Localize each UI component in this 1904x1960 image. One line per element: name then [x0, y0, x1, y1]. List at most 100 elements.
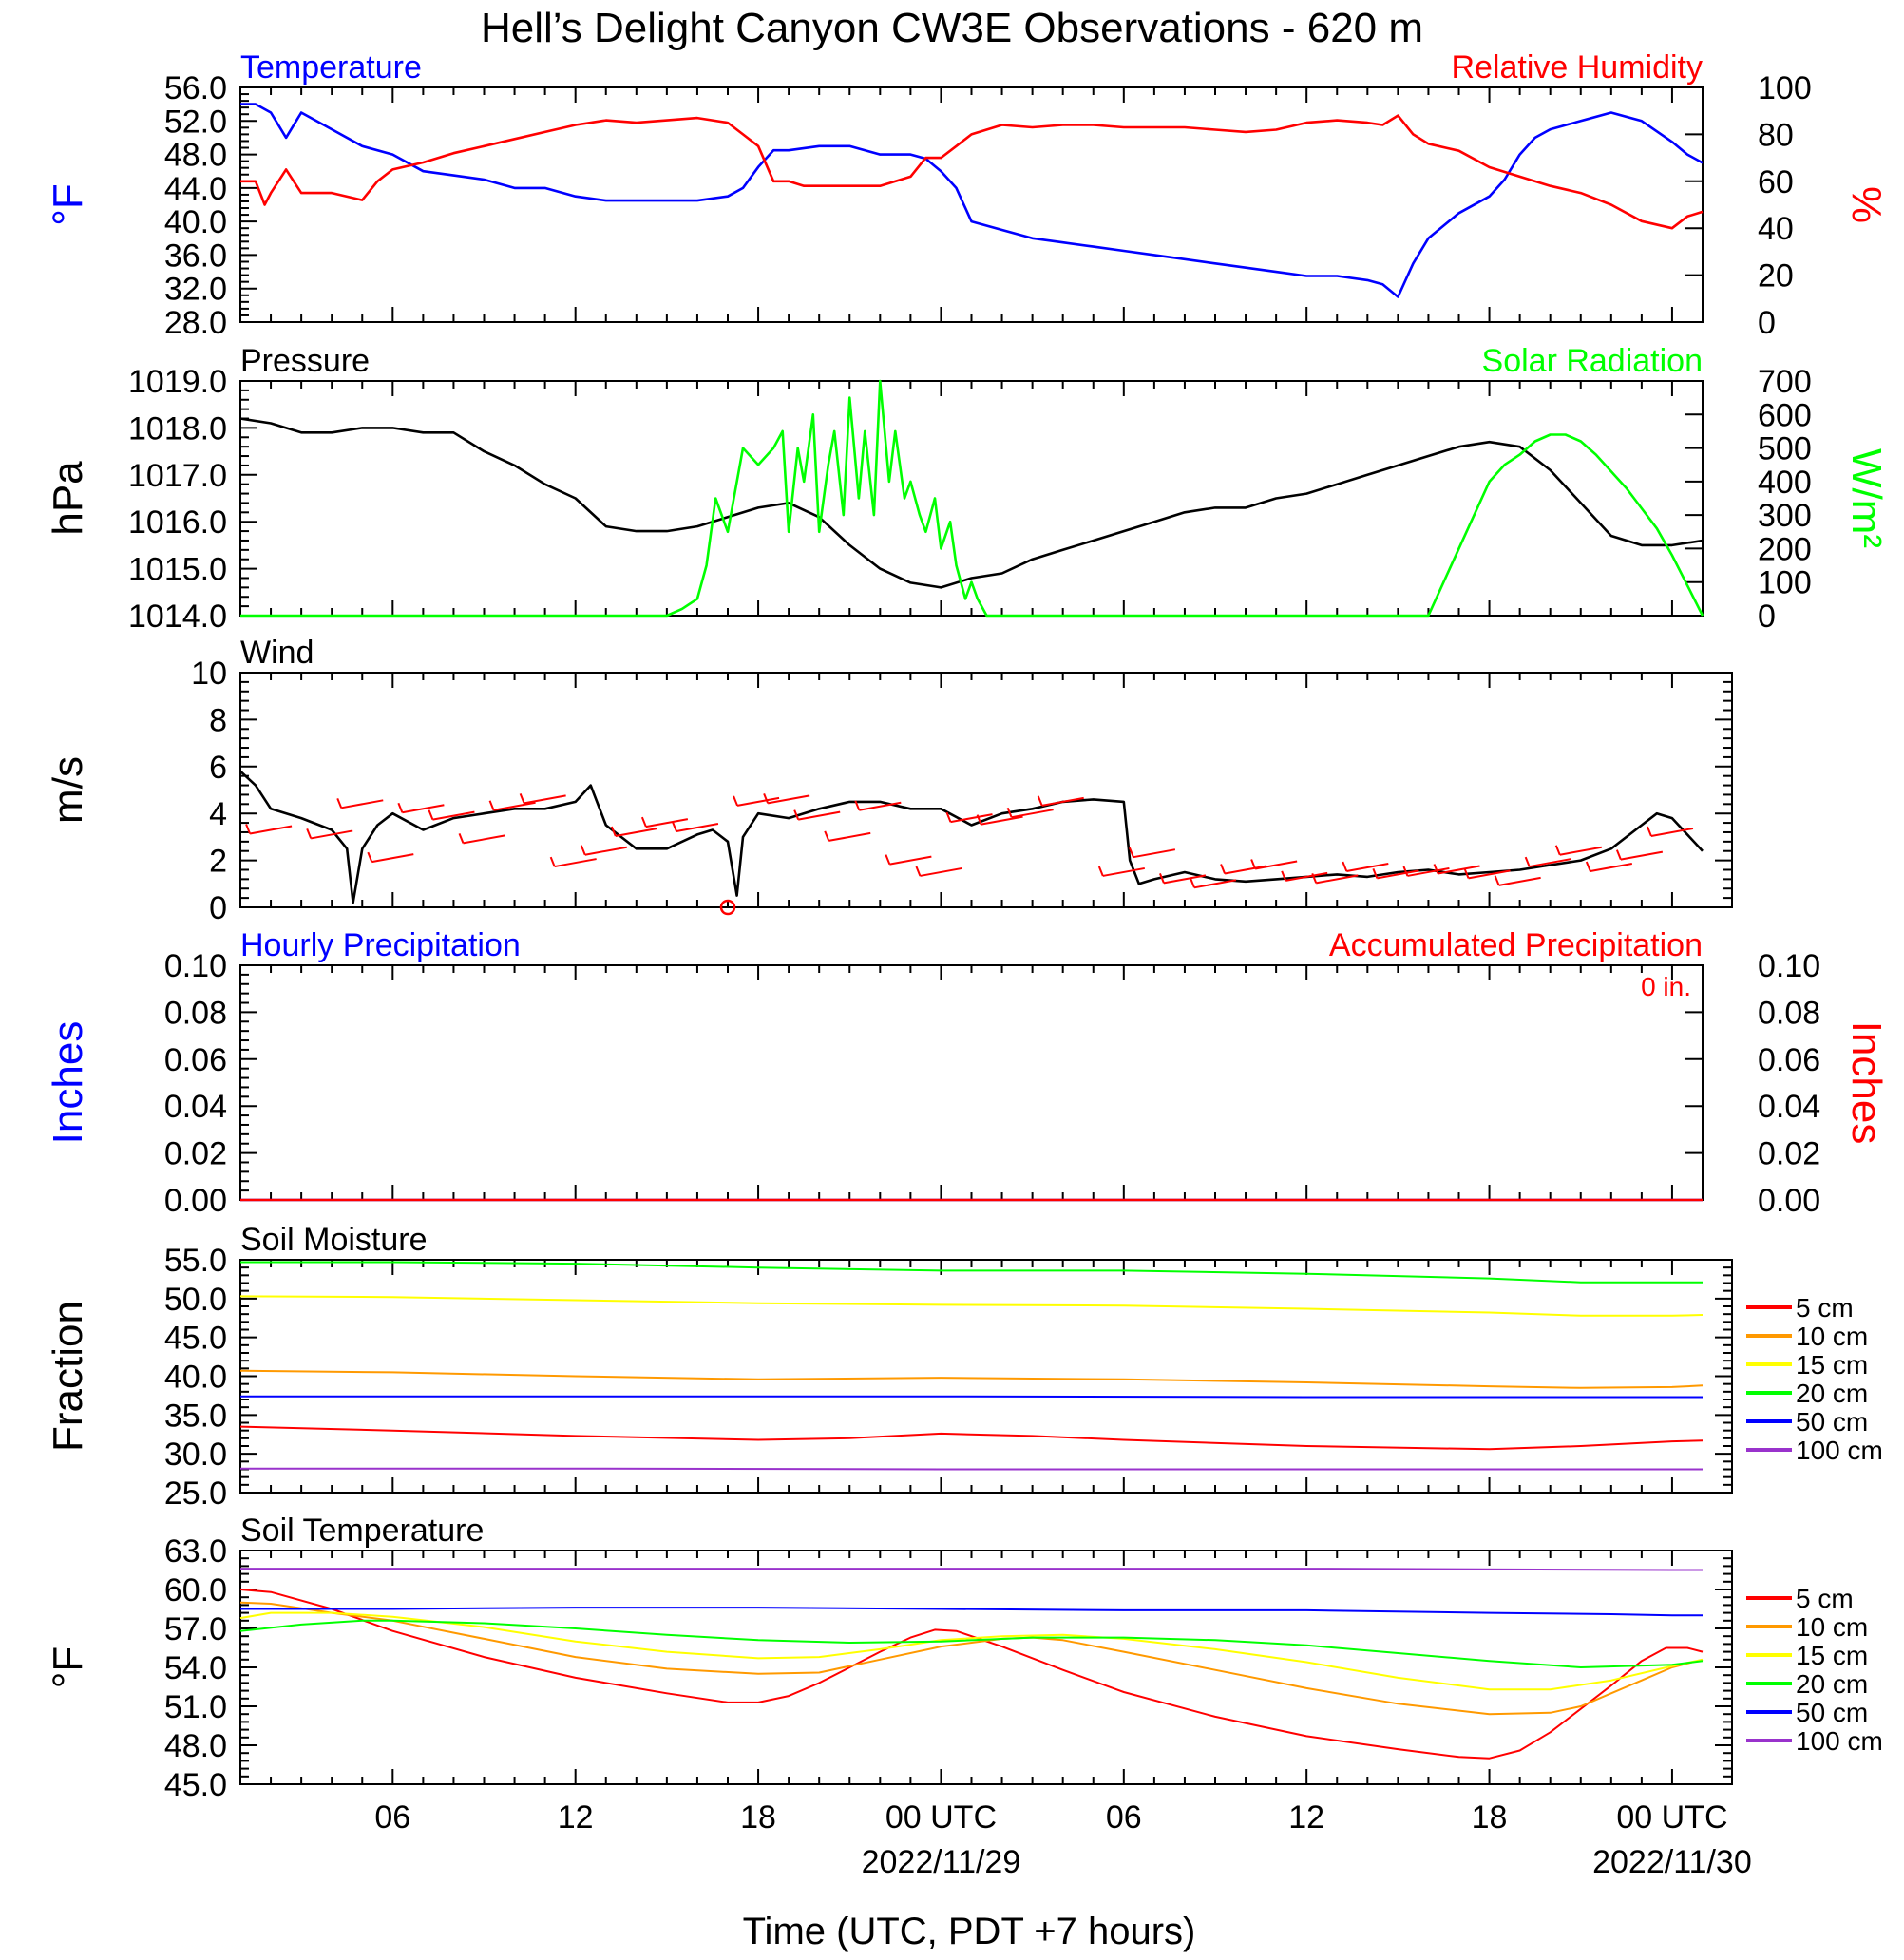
- y-tick-label-right: 100: [1758, 70, 1812, 106]
- y-tick-label-left: 0.08: [164, 995, 227, 1031]
- y-tick-label-left: 28.0: [164, 305, 227, 341]
- y-tick-label-left: 40.0: [164, 204, 227, 240]
- wind-barb: [645, 818, 689, 828]
- series-line-15-cm: [239, 1611, 1704, 1691]
- y-tick-label-left: 52.0: [164, 104, 227, 140]
- series-line-20-cm: [239, 1619, 1704, 1668]
- panel-title-left: Soil Moisture: [240, 1222, 428, 1258]
- panel-frame: [239, 672, 1733, 908]
- wind-barb: [1193, 879, 1237, 889]
- wind-barb: [463, 834, 505, 845]
- wind-barb: [1468, 869, 1511, 880]
- y-tick-label-right: 300: [1758, 498, 1812, 534]
- wind-barb-flag: [733, 795, 738, 807]
- y-tick-label-left: 32.0: [164, 272, 227, 308]
- wind-barb-flag: [915, 866, 922, 877]
- wind-barb-flag: [854, 800, 861, 811]
- legend-label: 100 cm: [1796, 1436, 1883, 1465]
- panel-pressure-solar: 1014.0 1015.0 1016.0 1017.0 1018.0 1019.0 0100…: [45, 343, 1890, 635]
- wind-barb-flag: [1311, 872, 1318, 884]
- wind-barb-flag: [1402, 866, 1409, 877]
- panel-title-left: Temperature: [240, 49, 422, 86]
- x-date-label: 2022/11/30: [1592, 1844, 1752, 1880]
- y-tick-label-left: 1017.0: [128, 458, 227, 494]
- x-axis-label: Time (UTC, PDT +7 hours): [743, 1911, 1196, 1952]
- wind-barb-flag: [1524, 856, 1531, 867]
- y-tick-label-left: 4: [209, 796, 227, 832]
- wind-barb-flag: [1615, 849, 1622, 861]
- wind-barb-flag: [1372, 868, 1379, 879]
- wind-barb: [1407, 866, 1450, 877]
- x-tick-label: 06: [1106, 1799, 1142, 1836]
- legend-label: 5 cm: [1796, 1293, 1854, 1323]
- x-tick-label: 12: [1288, 1799, 1324, 1836]
- legend-label: 20 cm: [1796, 1669, 1868, 1699]
- series-line-solar-radiation: [240, 379, 1704, 618]
- y-tick-label-left: 1015.0: [128, 552, 227, 588]
- wind-barb: [1590, 863, 1632, 872]
- y-tick-label-right: 0.04: [1758, 1089, 1820, 1125]
- wind-barb-flag: [1433, 864, 1439, 874]
- y-tick-label-right: 20: [1758, 258, 1794, 295]
- wind-barb-flag: [793, 809, 800, 821]
- wind-barb-flag: [763, 793, 770, 804]
- legend-label: 15 cm: [1796, 1641, 1868, 1670]
- y-tick-label-left: 1018.0: [128, 410, 227, 447]
- series-line-50-cm: [240, 1607, 1703, 1617]
- wind-barb: [341, 799, 384, 809]
- wind-barb-flag: [610, 826, 617, 837]
- wind-barb-flag: [885, 854, 891, 865]
- legend-label: 5 cm: [1796, 1584, 1854, 1613]
- wind-barb: [584, 846, 627, 856]
- y-tick-label-left: 51.0: [164, 1689, 227, 1725]
- x-tick-label: 00 UTC: [1616, 1799, 1727, 1836]
- y-tick-label-left: 36.0: [164, 238, 227, 274]
- accumulated-total-annotation: 0 in.: [1641, 972, 1691, 1001]
- wind-barb-flag: [1647, 826, 1652, 837]
- y-tick-label-left: 40.0: [164, 1360, 227, 1396]
- y-tick-label-left: 63.0: [164, 1533, 227, 1570]
- wind-barb-flag: [306, 828, 313, 839]
- y-tick-label-right: 400: [1758, 465, 1812, 501]
- wind-barb: [1102, 866, 1145, 877]
- y-tick-label-left: 8: [209, 702, 227, 738]
- y-tick-label-right: 500: [1758, 431, 1812, 467]
- y-tick-label-left: 55.0: [164, 1243, 227, 1279]
- legend-label: 100 cm: [1796, 1726, 1883, 1756]
- wind-barb: [554, 858, 597, 868]
- x-tick-label: 18: [1472, 1799, 1508, 1836]
- y-tick-label-left: 48.0: [164, 1728, 227, 1764]
- wind-barb-flag: [1554, 845, 1561, 856]
- wind-barb-flag: [1159, 872, 1165, 884]
- y-tick-label-left: 0.04: [164, 1089, 227, 1125]
- y-tick-label-right: 40: [1758, 211, 1794, 247]
- series-line-temperature: [240, 103, 1704, 298]
- panel-soil-temperature: 45.048.051.054.057.060.063.0 Soil Tempera…: [45, 1513, 1883, 1880]
- legend-label: 50 cm: [1796, 1698, 1868, 1727]
- wind-barb: [402, 804, 445, 814]
- wind-barb-flag: [1494, 875, 1500, 886]
- panel-frame: [239, 1259, 1733, 1494]
- series-line-5-cm: [239, 1589, 1704, 1760]
- y-tick-label-left: 0.10: [164, 948, 227, 984]
- wind-barb-flag: [1220, 864, 1226, 874]
- series-line-5-cm: [239, 1425, 1704, 1451]
- wind-barb-flag: [488, 800, 495, 811]
- wind-barb-flag: [976, 814, 982, 825]
- y-tick-label-left: 60.0: [164, 1572, 227, 1608]
- y-tick-label-right: 0: [1758, 305, 1776, 341]
- wind-barb-flag: [1128, 847, 1134, 858]
- wind-barb: [1316, 874, 1359, 885]
- wind-barb: [950, 813, 993, 824]
- panel-title-left: Hourly Precipitation: [240, 927, 521, 963]
- wind-barb-flag: [824, 830, 830, 842]
- panel-title-right: Relative Humidity: [1451, 49, 1703, 86]
- y-tick-label-left: 0.00: [164, 1183, 227, 1219]
- y-tick-label-left: 1016.0: [128, 504, 227, 541]
- y-axis-label-right: W/m²: [1843, 448, 1890, 548]
- y-tick-label-left: 0.06: [164, 1042, 227, 1078]
- y-tick-label-right: 0.08: [1758, 995, 1820, 1031]
- wind-barb-flag: [1037, 795, 1043, 807]
- panel-frame: [239, 1550, 1733, 1785]
